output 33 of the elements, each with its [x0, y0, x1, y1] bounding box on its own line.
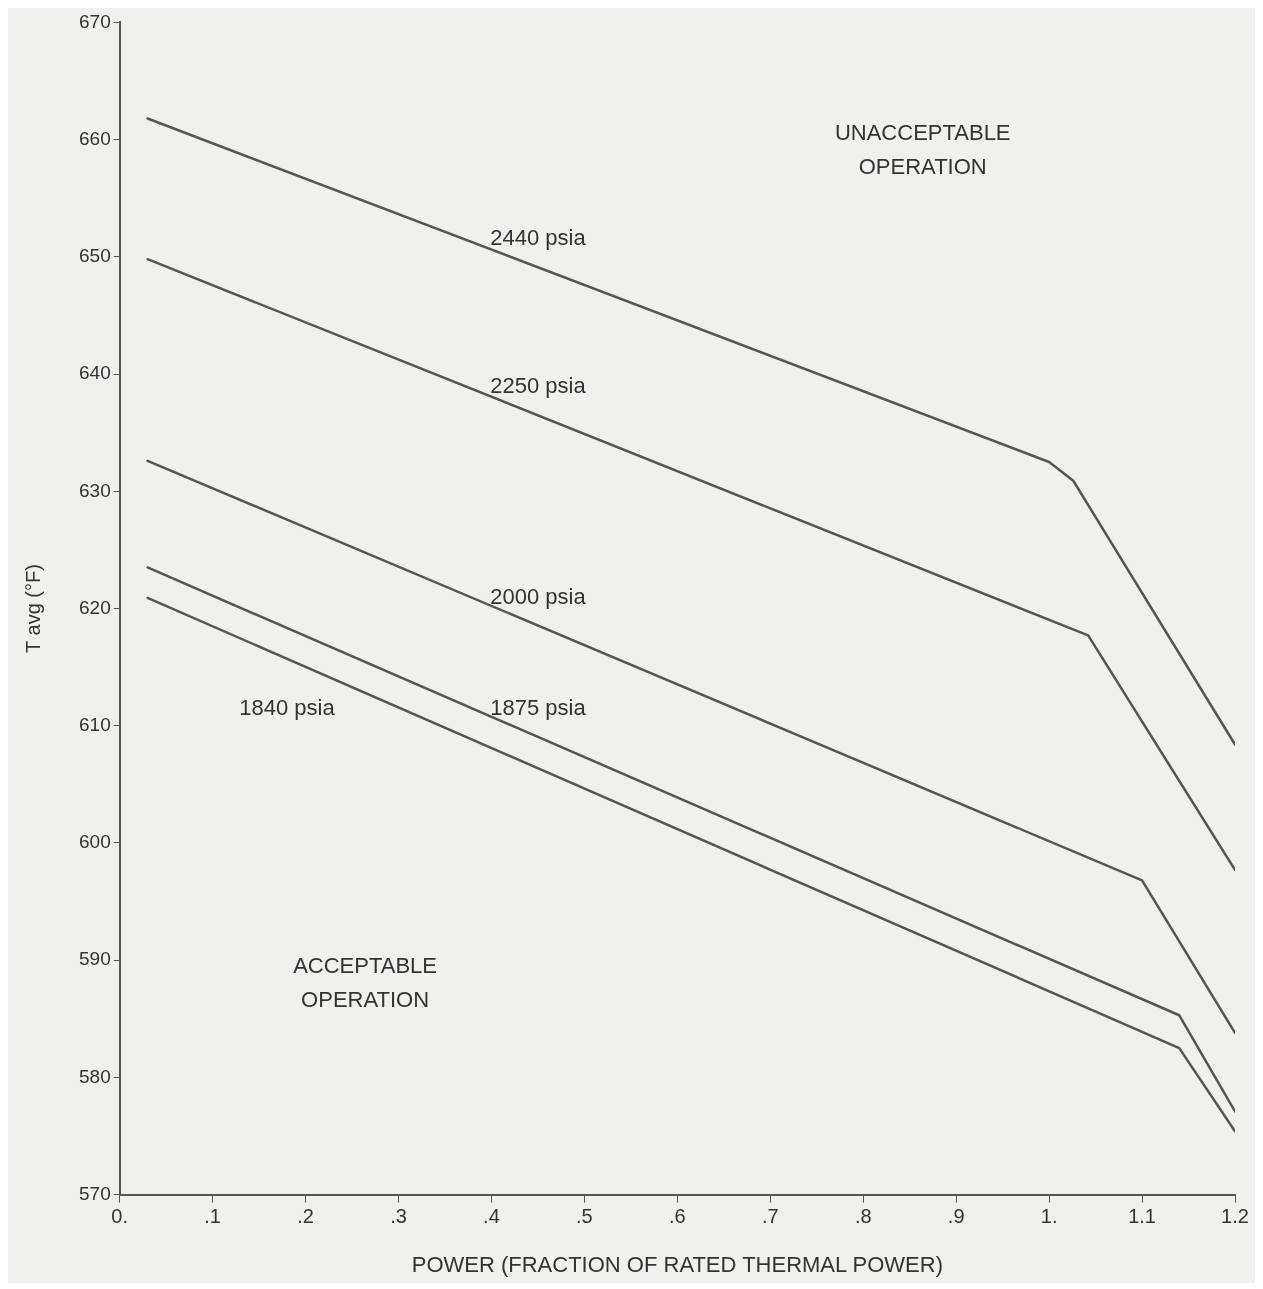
y-tick-label: 670: [79, 10, 111, 32]
y-tick-label: 650: [79, 245, 111, 267]
x-tick-label: .5: [576, 1205, 593, 1228]
x-tick-label: .6: [669, 1205, 686, 1228]
series-label: 2250 psia: [490, 373, 587, 399]
x-tick-label: .7: [761, 1205, 779, 1228]
x-tick-label: .8: [854, 1205, 872, 1228]
series-label: 2440 psia: [490, 225, 587, 251]
x-tick-label: .1: [204, 1205, 221, 1228]
y-tick-label: 570: [79, 1182, 111, 1204]
y-tick-label: 610: [79, 713, 111, 735]
x-tick-label: 0.: [111, 1205, 129, 1228]
x-tick-label: 1.1: [1128, 1205, 1156, 1228]
series-label: 2000 psia: [490, 583, 587, 609]
y-tick-label: 590: [79, 948, 111, 970]
y-tick-label: 580: [79, 1065, 111, 1087]
annotation: ACCEPTABLE OPERATION: [293, 952, 437, 1012]
y-axis-title: T avg (°F): [21, 564, 44, 653]
x-axis-title: POWER (FRACTION OF RATED THERMAL POWER): [411, 1251, 943, 1277]
x-tick-label: 1.: [1040, 1205, 1058, 1228]
series-label: 1840 psia: [239, 694, 336, 720]
x-tick-label: 1.2: [1221, 1205, 1249, 1228]
y-tick-label: 660: [79, 127, 111, 149]
x-tick-label: .3: [390, 1205, 407, 1228]
x-tick-label: .2: [297, 1205, 314, 1228]
y-tick-label: 620: [79, 596, 111, 618]
x-tick-label: .9: [947, 1205, 965, 1228]
y-tick-label: 630: [79, 479, 111, 501]
y-tick-label: 640: [79, 362, 111, 384]
series-label: 1875 psia: [490, 694, 587, 720]
x-tick-label: .4: [483, 1205, 500, 1228]
y-tick-label: 600: [79, 831, 111, 853]
annotation: UNACCEPTABLE OPERATION: [834, 120, 1011, 180]
